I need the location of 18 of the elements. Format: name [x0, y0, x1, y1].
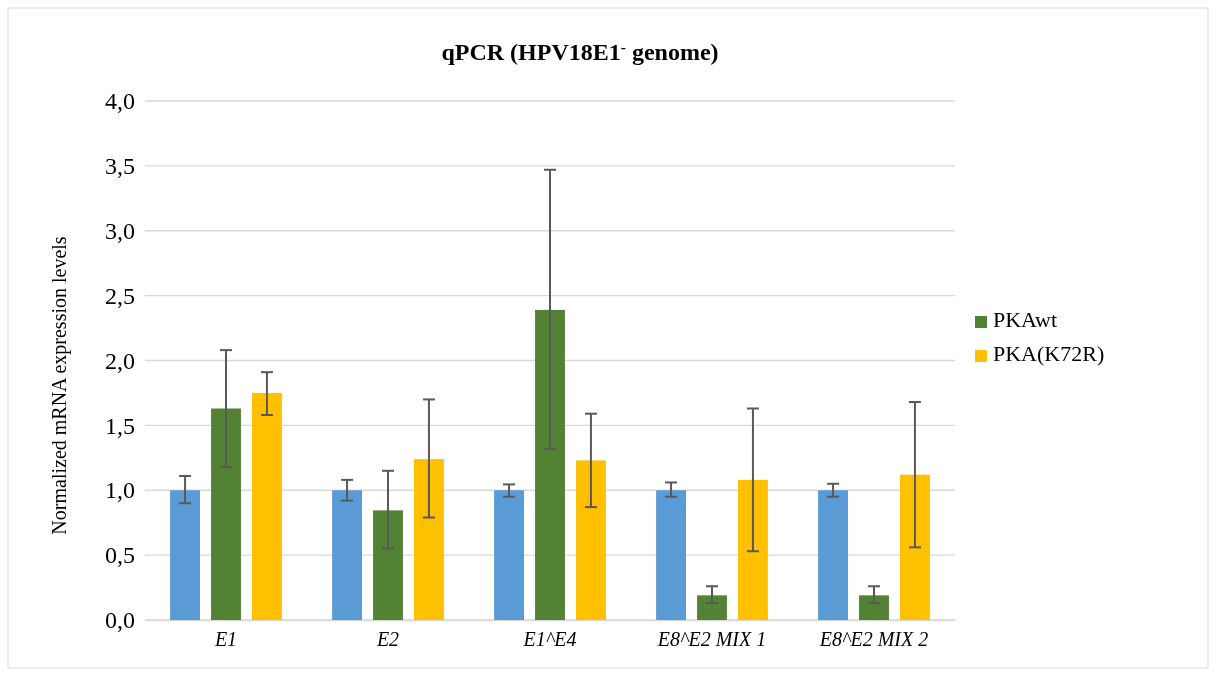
x-tick-label: E8^E2 MIX 2	[818, 628, 929, 651]
legend-label: PKA(K72R)	[993, 341, 1105, 366]
legend-label: PKAwt	[993, 307, 1057, 332]
chart-title: qPCR (HPV18E1$^{-}$ genome)	[441, 37, 719, 65]
x-tick-label: E1^E4	[522, 628, 577, 651]
x-tick-label: E1	[213, 628, 238, 651]
y-axis-title: Normalized mRNA expression levels	[48, 236, 71, 535]
y-tick-label: 1,5	[105, 412, 135, 439]
x-tick-label: E8^E2 MIX 1	[656, 628, 767, 651]
y-tick-label: 4,0	[105, 88, 135, 115]
y-tick-label: 0,0	[105, 607, 135, 634]
y-tick-label: 3,0	[105, 217, 135, 244]
y-tick-label: 0,5	[105, 542, 135, 569]
y-tick-label: 2,0	[105, 347, 135, 374]
y-tick-label: 1,0	[105, 477, 135, 504]
y-tick-label: 3,5	[105, 153, 135, 180]
x-tick-label: E2	[375, 628, 400, 651]
y-tick-label: 2,5	[105, 282, 135, 309]
